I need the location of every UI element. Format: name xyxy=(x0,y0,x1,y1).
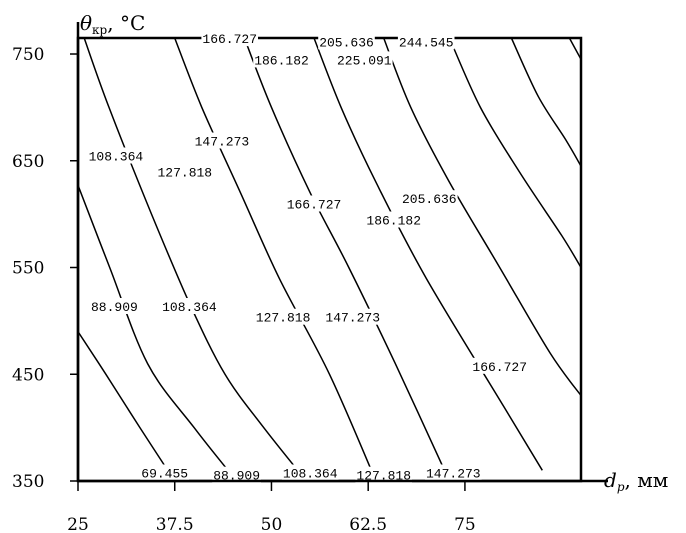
contour-label-108.364: 108.364 xyxy=(89,150,144,165)
contour-line-88.909 xyxy=(78,185,238,481)
y-tick-label: 550 xyxy=(12,259,44,279)
y-axis-unit: , °С xyxy=(107,11,145,35)
contour-label-bg xyxy=(156,163,214,180)
contour-label-127.818: 127.818 xyxy=(256,311,311,326)
contour-label-bg xyxy=(87,147,145,164)
contour-label-166.727: 166.727 xyxy=(472,360,527,375)
y-tick-label: 350 xyxy=(12,472,44,492)
contour-lines xyxy=(78,38,581,481)
contour-label-205.636: 205.636 xyxy=(402,192,457,207)
contour-label-bg xyxy=(90,298,139,314)
x-axis-ticks: 25 37.5 50 62.5 75 xyxy=(67,481,476,533)
contour-label-bg xyxy=(318,33,375,50)
contour-label-147.273: 147.273 xyxy=(195,135,250,150)
x-tick-label: 75 xyxy=(454,515,476,533)
contour-label-bg xyxy=(212,466,261,483)
contour-label-bg xyxy=(281,464,339,481)
x-tick-label: 25 xyxy=(67,515,89,533)
contour-label-bg xyxy=(285,195,343,212)
contour-label-bg xyxy=(365,211,422,228)
contour-label-108.364: 108.364 xyxy=(283,467,338,482)
contour-line-186.182 xyxy=(383,38,581,397)
contour-label-166.727: 166.727 xyxy=(287,198,342,213)
contour-label-88.909: 88.909 xyxy=(91,300,138,315)
contour-label-bg xyxy=(355,466,412,483)
contour-line-205.636 xyxy=(448,38,581,268)
x-tick-label: 62.5 xyxy=(349,515,387,533)
y-axis-ticks: 350 450 550 650 750 xyxy=(12,45,78,492)
y-tick-label: 750 xyxy=(12,45,44,65)
contour-label-bg xyxy=(397,33,455,50)
contour-line-225.091 xyxy=(510,38,581,167)
contour-label-69.455: 69.455 xyxy=(141,467,188,482)
x-tick-label: 37.5 xyxy=(156,515,194,533)
contour-label-108.364: 108.364 xyxy=(162,300,217,315)
contour-label-bg xyxy=(254,308,312,325)
contour-label-bg xyxy=(425,464,482,481)
contour-line-127.818 xyxy=(174,38,377,481)
contour-label-bg xyxy=(140,464,190,481)
contour-label-147.273: 147.273 xyxy=(426,467,481,482)
x-tick-label: 50 xyxy=(261,515,283,533)
y-tick-label: 450 xyxy=(12,365,44,385)
contour-label-bg xyxy=(201,30,258,47)
y-tick-label: 650 xyxy=(12,152,44,172)
y-axis-subscript: кр xyxy=(92,23,108,37)
contour-label-186.182: 186.182 xyxy=(254,53,309,68)
contour-label-bg xyxy=(401,190,458,207)
contour-label-bg xyxy=(324,308,381,325)
y-axis-title: θкр, °С xyxy=(80,11,145,37)
contour-label-166.727: 166.727 xyxy=(202,32,257,47)
x-axis-symbol: d xyxy=(604,468,617,492)
contour-label-225.091: 225.091 xyxy=(337,53,392,68)
x-axis-unit: , мм xyxy=(625,468,669,492)
contour-line-69.455 xyxy=(78,331,176,481)
contour-label-bg xyxy=(161,298,218,314)
contour-label-bg xyxy=(336,51,393,68)
contour-label-244.545: 244.545 xyxy=(399,35,454,50)
plot-frame xyxy=(76,36,583,483)
contour-label-bg xyxy=(193,132,251,149)
contour-line-108.364 xyxy=(83,38,307,481)
y-axis-symbol: θ xyxy=(80,11,92,35)
contour-label-186.182: 186.182 xyxy=(366,214,421,229)
contour-label-205.636: 205.636 xyxy=(319,35,374,50)
contour-label-bg xyxy=(253,51,310,68)
x-axis-title: dp, мм xyxy=(604,468,668,494)
x-axis-subscript: p xyxy=(617,480,625,494)
contour-label-147.273: 147.273 xyxy=(325,311,380,326)
contour-line-244.545 xyxy=(568,38,581,60)
contour-line-166.727 xyxy=(313,38,543,471)
contour-label-bg xyxy=(471,357,528,374)
contour-line-147.273 xyxy=(243,38,451,481)
contour-label-127.818: 127.818 xyxy=(157,166,212,181)
